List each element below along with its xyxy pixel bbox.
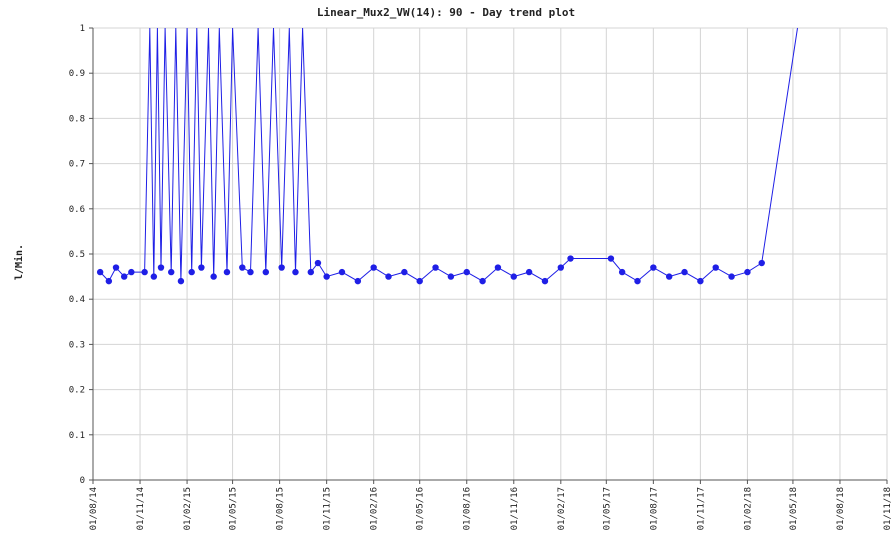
data-point <box>210 273 217 280</box>
data-point <box>150 273 158 280</box>
data-point <box>292 268 299 276</box>
data-point <box>141 268 148 276</box>
x-tick-label: 01/08/16 <box>463 487 473 530</box>
data-point <box>323 273 330 280</box>
data-point <box>510 273 517 280</box>
y-tick-label: 0.7 <box>69 160 85 170</box>
data-point <box>198 264 205 271</box>
data-point <box>416 277 423 285</box>
data-point <box>634 277 641 285</box>
data-point <box>541 277 549 285</box>
data-point <box>157 264 165 271</box>
series-1 <box>96 27 798 285</box>
data-point <box>168 268 175 276</box>
data-point <box>262 268 270 276</box>
data-point <box>247 268 254 276</box>
data-point <box>567 255 574 262</box>
x-tick-label: 01/02/15 <box>183 487 193 530</box>
data-point <box>120 273 128 280</box>
chart-title: Linear_Mux2_VW(14): 90 - Day trend plot <box>317 6 575 19</box>
data-point <box>239 264 246 271</box>
x-tick-label: 01/11/18 <box>883 487 893 530</box>
data-point <box>307 268 315 276</box>
x-tick-label: 01/11/16 <box>510 487 520 530</box>
data-point <box>665 273 673 280</box>
data-point <box>370 264 377 271</box>
data-point <box>188 268 195 276</box>
data-point <box>758 259 765 267</box>
data-point <box>447 273 455 280</box>
data-point <box>432 264 439 271</box>
y-tick-label: 0.9 <box>69 69 85 79</box>
data-point <box>314 259 322 267</box>
y-tick-label: 0 <box>80 476 85 486</box>
axes <box>89 27 888 484</box>
data-point <box>697 277 704 285</box>
x-tick-label: 01/02/16 <box>370 487 380 530</box>
data-point <box>479 277 486 285</box>
x-tick-label: 01/05/15 <box>229 487 239 530</box>
x-tick-label: 01/05/16 <box>416 487 426 530</box>
x-tick-label: 01/05/17 <box>602 487 612 530</box>
data-point <box>105 277 113 285</box>
x-tick-label: 01/05/18 <box>789 487 799 530</box>
data-point <box>557 264 565 271</box>
x-tick-label: 01/08/18 <box>836 487 846 530</box>
data-point <box>744 268 751 276</box>
data-point <box>607 255 615 262</box>
y-tick-label: 0.4 <box>69 295 85 305</box>
y-tick-label: 0.6 <box>69 205 85 215</box>
x-tick-label: 01/08/15 <box>276 487 286 530</box>
x-tick-label: 01/11/14 <box>136 487 146 530</box>
data-point <box>463 268 470 276</box>
series-line <box>99 27 798 282</box>
data-point <box>681 268 688 276</box>
x-tick-label: 01/08/14 <box>89 487 99 530</box>
data-point <box>278 264 285 271</box>
data-point <box>338 268 346 276</box>
y-axis-tick-labels: 0 0.1 0.2 0.3 0.4 0.5 0.6 0.7 0.8 0.9 1 <box>69 24 85 486</box>
y-tick-label: 0.3 <box>69 340 85 350</box>
data-point <box>385 273 392 280</box>
data-point <box>618 268 626 276</box>
data-point <box>96 268 104 276</box>
x-tick-label: 01/11/17 <box>696 487 706 530</box>
y-tick-label: 1 <box>80 24 85 34</box>
data-point <box>494 264 502 271</box>
y-tick-label: 0.1 <box>69 431 85 441</box>
x-tick-label: 01/08/17 <box>649 487 659 530</box>
data-point <box>525 268 533 276</box>
data-point <box>128 268 135 276</box>
data-point <box>712 264 719 271</box>
y-tick-label: 0.5 <box>69 250 85 260</box>
data-point <box>177 277 185 285</box>
grid <box>92 27 888 481</box>
data-point <box>223 268 231 276</box>
data-point <box>401 268 408 276</box>
data-point <box>650 264 657 271</box>
x-tick-label: 01/11/15 <box>323 487 333 530</box>
data-point <box>354 277 362 285</box>
y-tick-label: 0.8 <box>69 114 85 124</box>
y-tick-label: 0.2 <box>69 386 85 396</box>
y-axis-label: l/Min. <box>13 244 25 280</box>
x-axis-tick-labels: 01/08/14 01/11/14 01/02/15 01/05/15 01/08/15… <box>89 487 893 530</box>
x-tick-label: 01/02/18 <box>743 487 753 530</box>
data-point <box>112 264 120 271</box>
data-point <box>728 273 735 280</box>
x-tick-label: 01/02/17 <box>557 487 567 530</box>
